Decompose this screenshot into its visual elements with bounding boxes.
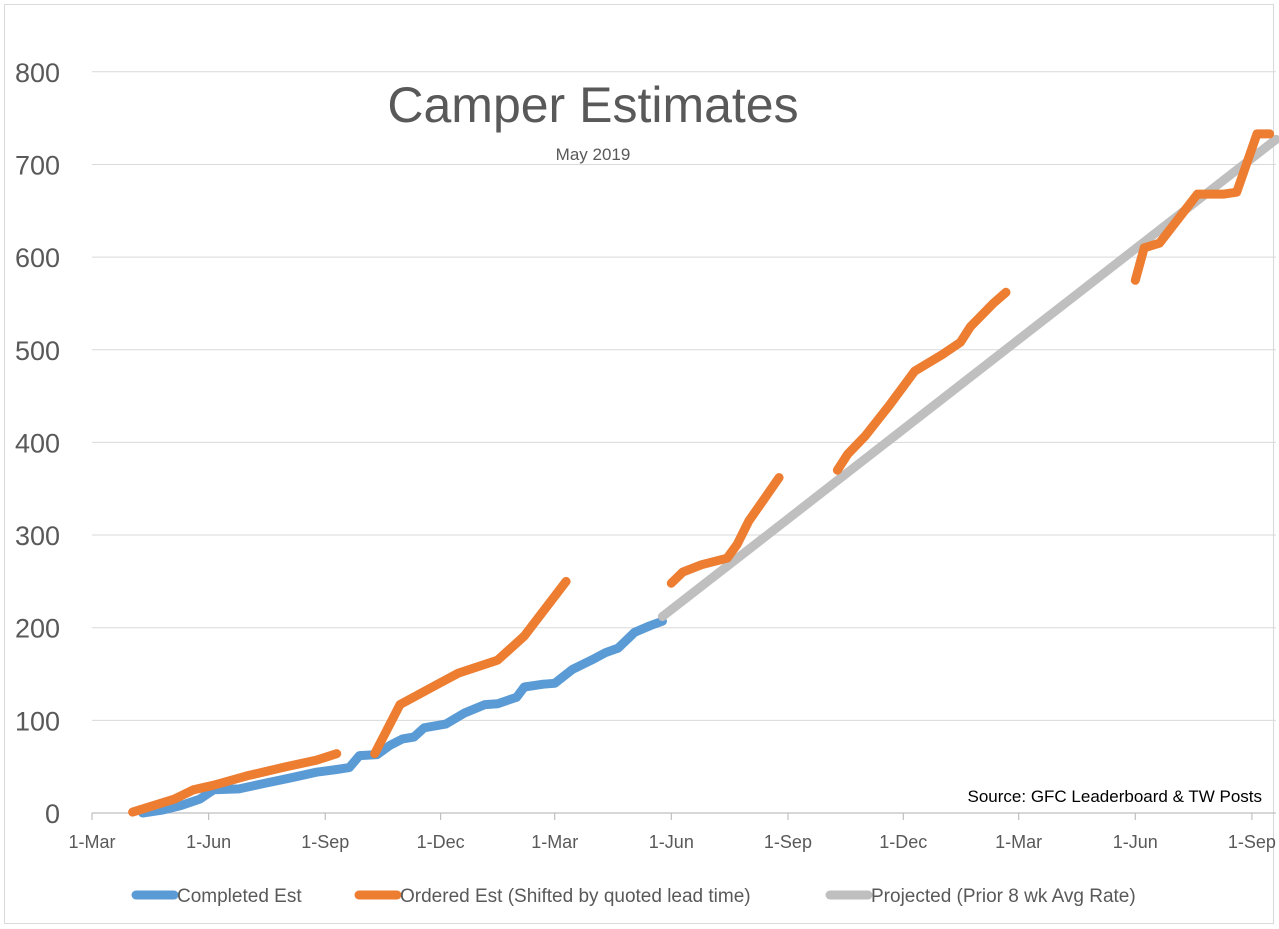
x-tick-label: 1-Sep: [301, 832, 349, 852]
series-line-1: [128, 749, 342, 817]
legend-label: Projected (Prior 8 wk Avg Rate): [871, 886, 1136, 907]
series-lines: [128, 129, 1279, 818]
series-line-0: [138, 616, 667, 818]
y-tick-label: 0: [45, 799, 60, 829]
series-line-1: [370, 576, 571, 759]
axes: 0 100 200 300 400 500 600 700 800 1-Mar 1-Jun 1-Sep…: [15, 58, 1276, 852]
y-tick-label: 600: [15, 243, 60, 273]
legend-label: Completed Est: [177, 886, 302, 907]
x-tick-label: 1-Dec: [879, 832, 927, 852]
y-tick-label: 300: [15, 521, 60, 551]
chart-frame: [4, 4, 1274, 924]
series-line-1: [666, 473, 784, 588]
legend-label: Ordered Est (Shifted by quoted lead time…: [400, 886, 751, 907]
x-tick-label: 1-Jun: [649, 832, 694, 852]
x-tick-label: 1-Mar: [531, 832, 578, 852]
x-tick-label: 1-Sep: [1228, 832, 1276, 852]
x-tick-label: 1-Mar: [995, 832, 1042, 852]
x-tick-label: 1-Dec: [417, 832, 465, 852]
chart-subtitle: May 2019: [556, 145, 631, 164]
y-tick-label: 700: [15, 150, 60, 180]
x-tick-label: 1-Jun: [186, 832, 231, 852]
source-annotation: Source: GFC Leaderboard & TW Posts: [968, 787, 1262, 806]
x-tick-label: 1-Mar: [68, 832, 115, 852]
series-line-1: [832, 287, 1011, 475]
legend: Completed Est Ordered Est (Shifted by quo…: [131, 886, 1136, 907]
y-tick-label: 400: [15, 428, 60, 458]
x-tick-label: 1-Sep: [764, 832, 812, 852]
y-tick-label: 200: [15, 614, 60, 644]
y-tick-label: 800: [15, 58, 60, 88]
y-tick-label: 500: [15, 336, 60, 366]
x-tick-label: 1-Jun: [1113, 832, 1158, 852]
chart-title: Camper Estimates: [387, 77, 798, 133]
gridlines: [92, 71, 1276, 721]
series-line-1: [1130, 129, 1275, 285]
y-tick-label: 100: [15, 706, 60, 736]
